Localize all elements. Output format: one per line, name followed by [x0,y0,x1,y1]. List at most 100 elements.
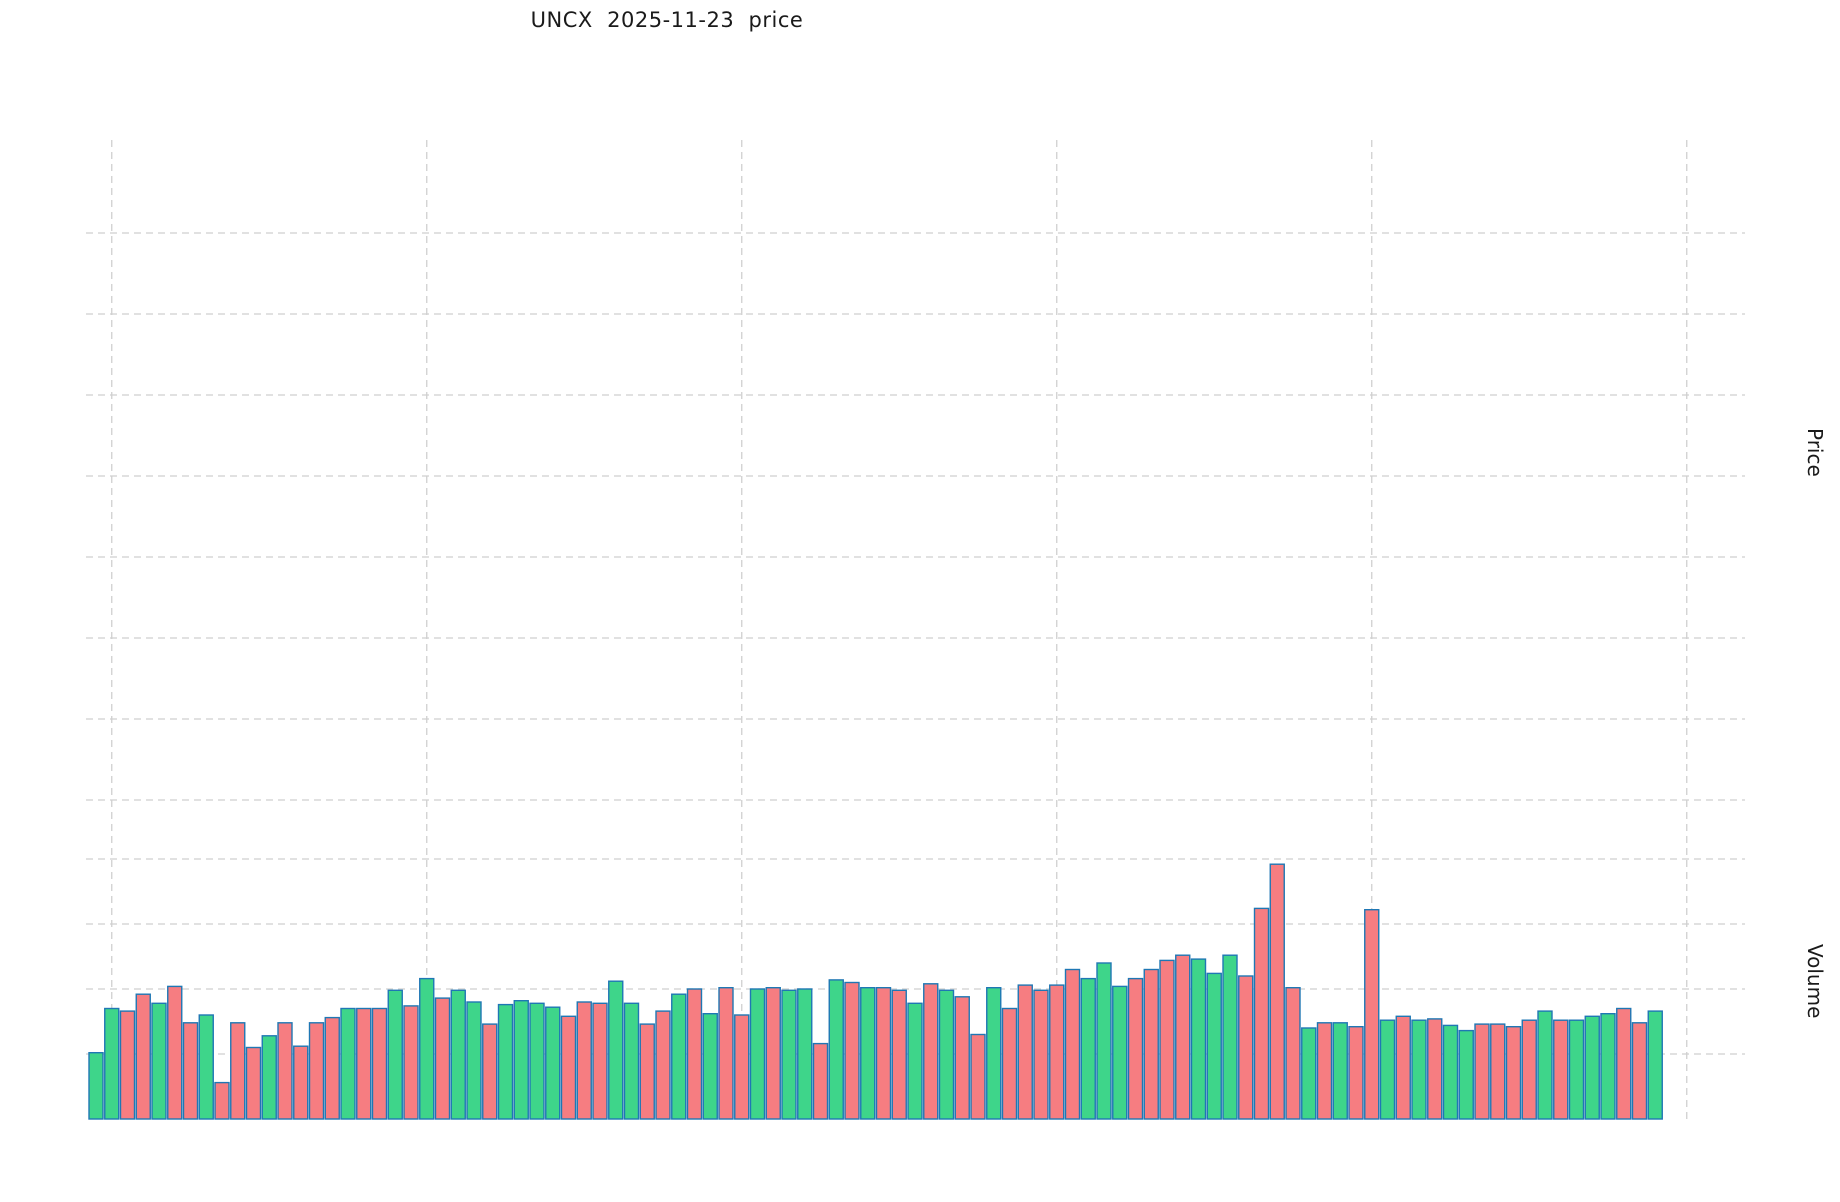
volume-bar [1285,987,1301,1120]
volume-bar [1427,1018,1443,1120]
volume-bar [718,987,734,1120]
volume-bar [1490,1023,1506,1120]
volume-bar [1364,909,1380,1120]
volume-bar [671,993,687,1120]
volume-bar [371,1007,388,1120]
volume-bar [608,980,624,1120]
volume-bar [907,1002,923,1120]
volume-bar [151,1002,167,1120]
volume-bar [875,987,892,1120]
volume-bar [844,981,860,1120]
volume-bar [434,997,451,1120]
volume-bar [1017,984,1033,1120]
volume-bar [1600,1013,1616,1120]
volume-bar [1348,1025,1364,1120]
volume-bar [781,989,797,1120]
volume-bar [1253,907,1270,1120]
volume-bar [765,987,781,1120]
volume-bar [576,1001,592,1120]
volume-bar [214,1081,230,1120]
volume-bar [560,1015,577,1120]
volume-bar [734,1014,750,1120]
volume-bar [513,1000,529,1120]
volume-bar [1190,958,1207,1120]
volume-bar [167,985,183,1120]
volume-bar [1112,985,1128,1120]
volume-bar [1442,1024,1459,1120]
volume-bar [1175,954,1191,1120]
volume-bar [308,1022,325,1120]
volume-bar [1238,975,1254,1120]
volume-bar [1379,1019,1396,1120]
volume-bar [497,1003,514,1120]
volume-bar [797,988,813,1120]
volume-bar [466,1001,482,1120]
volume-bar [1001,1007,1018,1120]
volume-bar [482,1023,498,1120]
volume-bar [403,1005,419,1120]
volume-bar [1143,968,1159,1120]
volume-bar [592,1002,608,1120]
volume-bar [182,1022,199,1120]
volume-bar [1616,1007,1632,1120]
volume-bar [119,1010,136,1120]
volume-bar [954,996,970,1120]
volume-bar [860,987,876,1120]
volume-bar [686,988,703,1120]
volume-bar [198,1014,214,1120]
volume-bar [1222,954,1238,1120]
volume-bar [1049,984,1065,1120]
volume-bar [1159,959,1175,1120]
volume-bar [828,979,844,1120]
volume-bar [923,983,939,1120]
volume-bar [1080,977,1096,1120]
volume-bar [1316,1022,1333,1120]
volume-bar [749,988,766,1120]
volume-bar [1631,1022,1648,1120]
volume-bar [1411,1019,1427,1120]
volume-bar [1568,1019,1585,1120]
volume-bar [1096,962,1112,1120]
volume-bar [1521,1019,1537,1120]
volume-bar [1269,863,1285,1120]
volume-bar [104,1007,120,1120]
volume-bar [230,1022,246,1120]
volume-bar [135,993,151,1120]
volume-bar [545,1006,561,1120]
volume-bar [1332,1022,1348,1120]
volume-bar [1033,989,1049,1120]
volume-bar [356,1007,372,1120]
volume-bar [450,989,466,1120]
volume-bar [1301,1027,1317,1120]
volume-bar [812,1042,829,1120]
volume-bar [529,1002,545,1120]
volume-bar [891,989,907,1120]
volume-bar [1584,1015,1600,1120]
volume-bar [419,977,435,1120]
volume-bar [261,1035,277,1120]
volume-bar [1505,1025,1522,1120]
volume-bar [1127,977,1144,1120]
volume-bar [1064,968,1081,1120]
volume-bar [1553,1019,1569,1120]
volume-bar [1458,1029,1474,1120]
volume-bar [623,1002,640,1120]
volume-bar [1537,1010,1553,1120]
volume-bar [655,1010,671,1120]
volume-bar [340,1007,356,1120]
volume-bar [277,1022,293,1120]
volume-bar [324,1016,340,1120]
volume-bar [1395,1015,1411,1120]
volume-bar [1474,1023,1490,1120]
volume-bar [938,989,955,1120]
chart-title: UNCX 2025-11-23 price [530,8,804,32]
volume-bar [986,987,1002,1120]
volume-bar [245,1046,262,1120]
volume-bar [702,1013,718,1120]
volume-bar [387,989,403,1120]
volume-bar [1647,1010,1663,1120]
volume-bar [970,1033,986,1120]
volume-bar [88,1051,104,1120]
volume-bar [1206,972,1222,1120]
volume-bar [293,1045,309,1120]
